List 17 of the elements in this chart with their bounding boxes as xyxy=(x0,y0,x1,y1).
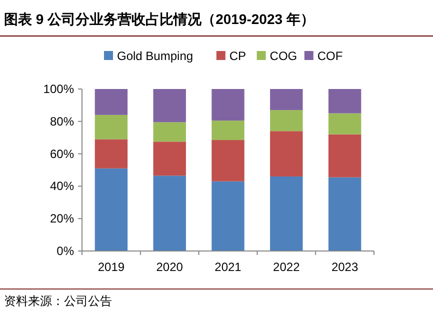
legend-label: COF xyxy=(317,49,343,63)
x-tick-label: 2023 xyxy=(331,260,358,274)
y-tick-label: 80% xyxy=(50,114,74,128)
y-tick-label: 60% xyxy=(50,146,74,161)
y-tick-label: 20% xyxy=(50,212,74,226)
legend-label: CP xyxy=(229,49,246,63)
x-tick-label: 2022 xyxy=(273,260,300,274)
y-tick-label: 40% xyxy=(50,179,74,194)
legend-label: COG xyxy=(270,49,298,63)
x-tick-label: 2020 xyxy=(156,260,184,274)
text: 资料来源：公司公告 xyxy=(4,294,112,308)
x-tick-label: 2019 xyxy=(98,260,125,274)
legend-label: Gold Bumping xyxy=(117,49,194,63)
y-tick-label: 100% xyxy=(43,82,74,96)
y-tick-label: 0% xyxy=(56,244,74,258)
chart-title: 图表 9 公司分业务营收占比情况（2019-2023 年） xyxy=(4,11,314,27)
x-tick-label: 2021 xyxy=(214,260,242,274)
